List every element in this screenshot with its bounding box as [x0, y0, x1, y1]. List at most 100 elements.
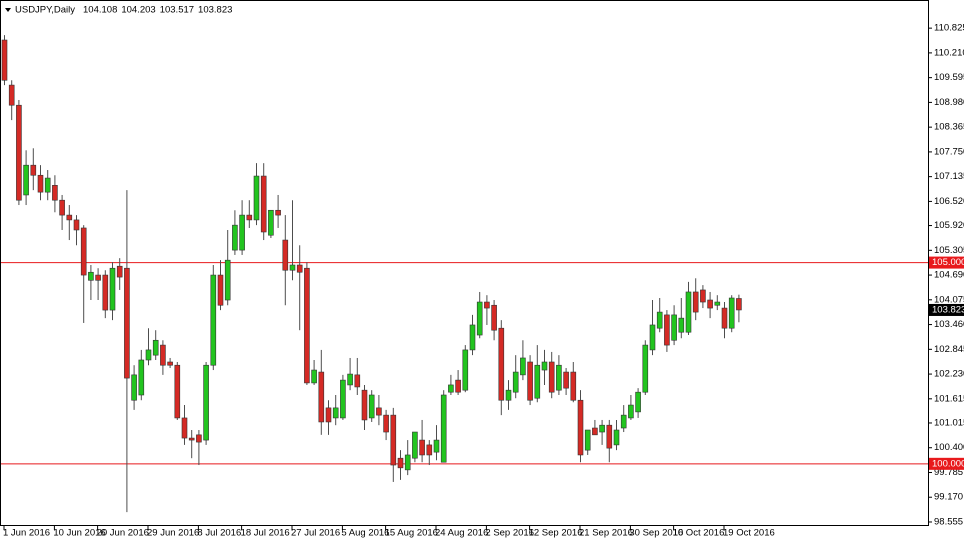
level-label-box	[929, 457, 964, 470]
candle-body	[95, 274, 101, 281]
candle-body	[678, 317, 685, 333]
candle-body	[102, 274, 109, 311]
candle-body	[613, 429, 620, 446]
y-tick-label: 106.520	[934, 196, 964, 207]
candle-body	[541, 361, 548, 371]
candle-body	[520, 357, 526, 376]
candle-body	[628, 404, 634, 419]
y-tick-label: 102.845	[934, 344, 964, 355]
header-value: 104.203	[121, 5, 155, 16]
y-tick-label: 110.825	[934, 23, 964, 34]
y-tick-label: 99.170	[934, 492, 963, 503]
candle-body	[44, 177, 51, 193]
candle-body	[390, 414, 397, 466]
candle-body	[512, 371, 519, 393]
candle-body	[196, 434, 202, 443]
x-tick-label: 15 Aug 2016	[385, 528, 438, 539]
candle-body	[476, 301, 483, 336]
x-tick-label: 1 Jun 2016	[3, 528, 50, 539]
candle-body	[584, 429, 591, 451]
candle-body	[268, 209, 274, 236]
x-tick-label: 29 Jun 2016	[147, 528, 199, 539]
candle-body	[217, 274, 224, 306]
candle-body	[131, 374, 137, 401]
candle-body	[138, 359, 145, 396]
candle-body	[325, 407, 332, 423]
x-tick-label: 30 Sep 2016	[629, 528, 683, 539]
candle-body	[296, 264, 303, 273]
candle-body	[527, 361, 533, 401]
y-tick-label: 104.690	[934, 270, 964, 281]
candle-body	[347, 373, 353, 386]
candle-body	[635, 391, 641, 413]
candle-body	[311, 369, 317, 384]
candle-body	[534, 364, 541, 399]
candle-body	[642, 344, 649, 393]
x-tick-label: 2 Sep 2016	[485, 528, 534, 539]
candle-body	[239, 214, 245, 251]
candle-body	[484, 301, 490, 309]
candle-body	[116, 265, 123, 278]
candle-body	[210, 274, 217, 366]
y-tick-label: 105.305	[934, 245, 964, 256]
candle-body	[556, 364, 562, 391]
candle-body	[260, 175, 267, 233]
y-tick-label: 107.750	[934, 146, 964, 157]
chart-title: USDJPY,Daily	[15, 5, 75, 16]
candle-body	[563, 371, 569, 389]
candle-body	[8, 84, 15, 106]
x-tick-label: 10 Jun 2016	[53, 528, 105, 539]
candle-body	[397, 457, 404, 469]
candle-body	[656, 311, 663, 329]
candle-body	[66, 214, 73, 221]
candle-body	[275, 209, 281, 216]
y-tick-label: 105.920	[934, 220, 964, 231]
candle-body	[80, 227, 87, 276]
candle-body	[620, 414, 627, 429]
candle-body	[548, 361, 555, 393]
candle-body	[577, 399, 584, 456]
candle-body	[440, 394, 447, 463]
y-tick-label: 109.595	[934, 72, 964, 83]
y-tick-label: 108.365	[934, 122, 964, 133]
candle-body	[152, 339, 159, 356]
y-tick-label: 107.135	[934, 171, 964, 182]
x-tick-label: 8 Jul 2016	[197, 528, 241, 539]
candle-body	[505, 389, 512, 401]
candle-body	[736, 298, 742, 311]
candle-body	[88, 271, 94, 281]
candle-body	[246, 214, 253, 221]
candle-body	[707, 299, 713, 309]
candle-body	[455, 379, 461, 393]
candle-body	[685, 291, 692, 333]
candle-body	[671, 314, 677, 341]
candle-body	[232, 224, 238, 251]
candle-body	[289, 264, 296, 271]
menu-arrow	[5, 8, 11, 12]
candle-body	[1, 39, 8, 81]
x-tick-label: 18 Jul 2016	[241, 528, 290, 539]
y-tick-label: 103.460	[934, 319, 964, 330]
candle-body	[361, 389, 368, 421]
header-value: 103.823	[198, 5, 232, 16]
candle-body	[253, 175, 260, 221]
y-tick-label: 110.210	[934, 47, 964, 58]
candle-body	[592, 427, 598, 436]
candle-body	[37, 174, 44, 193]
candle-body	[188, 437, 195, 441]
candle-body	[160, 344, 166, 366]
y-tick-label: 101.015	[934, 417, 964, 428]
level-label: 100.000	[932, 458, 964, 469]
last-price-box	[929, 303, 964, 316]
x-tick-label: 10 Oct 2016	[673, 528, 725, 539]
candle-body	[599, 424, 605, 433]
y-tick-label: 98.555	[934, 516, 963, 527]
candle-body	[16, 104, 22, 201]
candle-body	[181, 417, 188, 439]
candle-body	[340, 379, 346, 419]
level-label-box	[929, 256, 964, 269]
candle-body	[368, 394, 375, 419]
candle-body	[714, 301, 721, 306]
